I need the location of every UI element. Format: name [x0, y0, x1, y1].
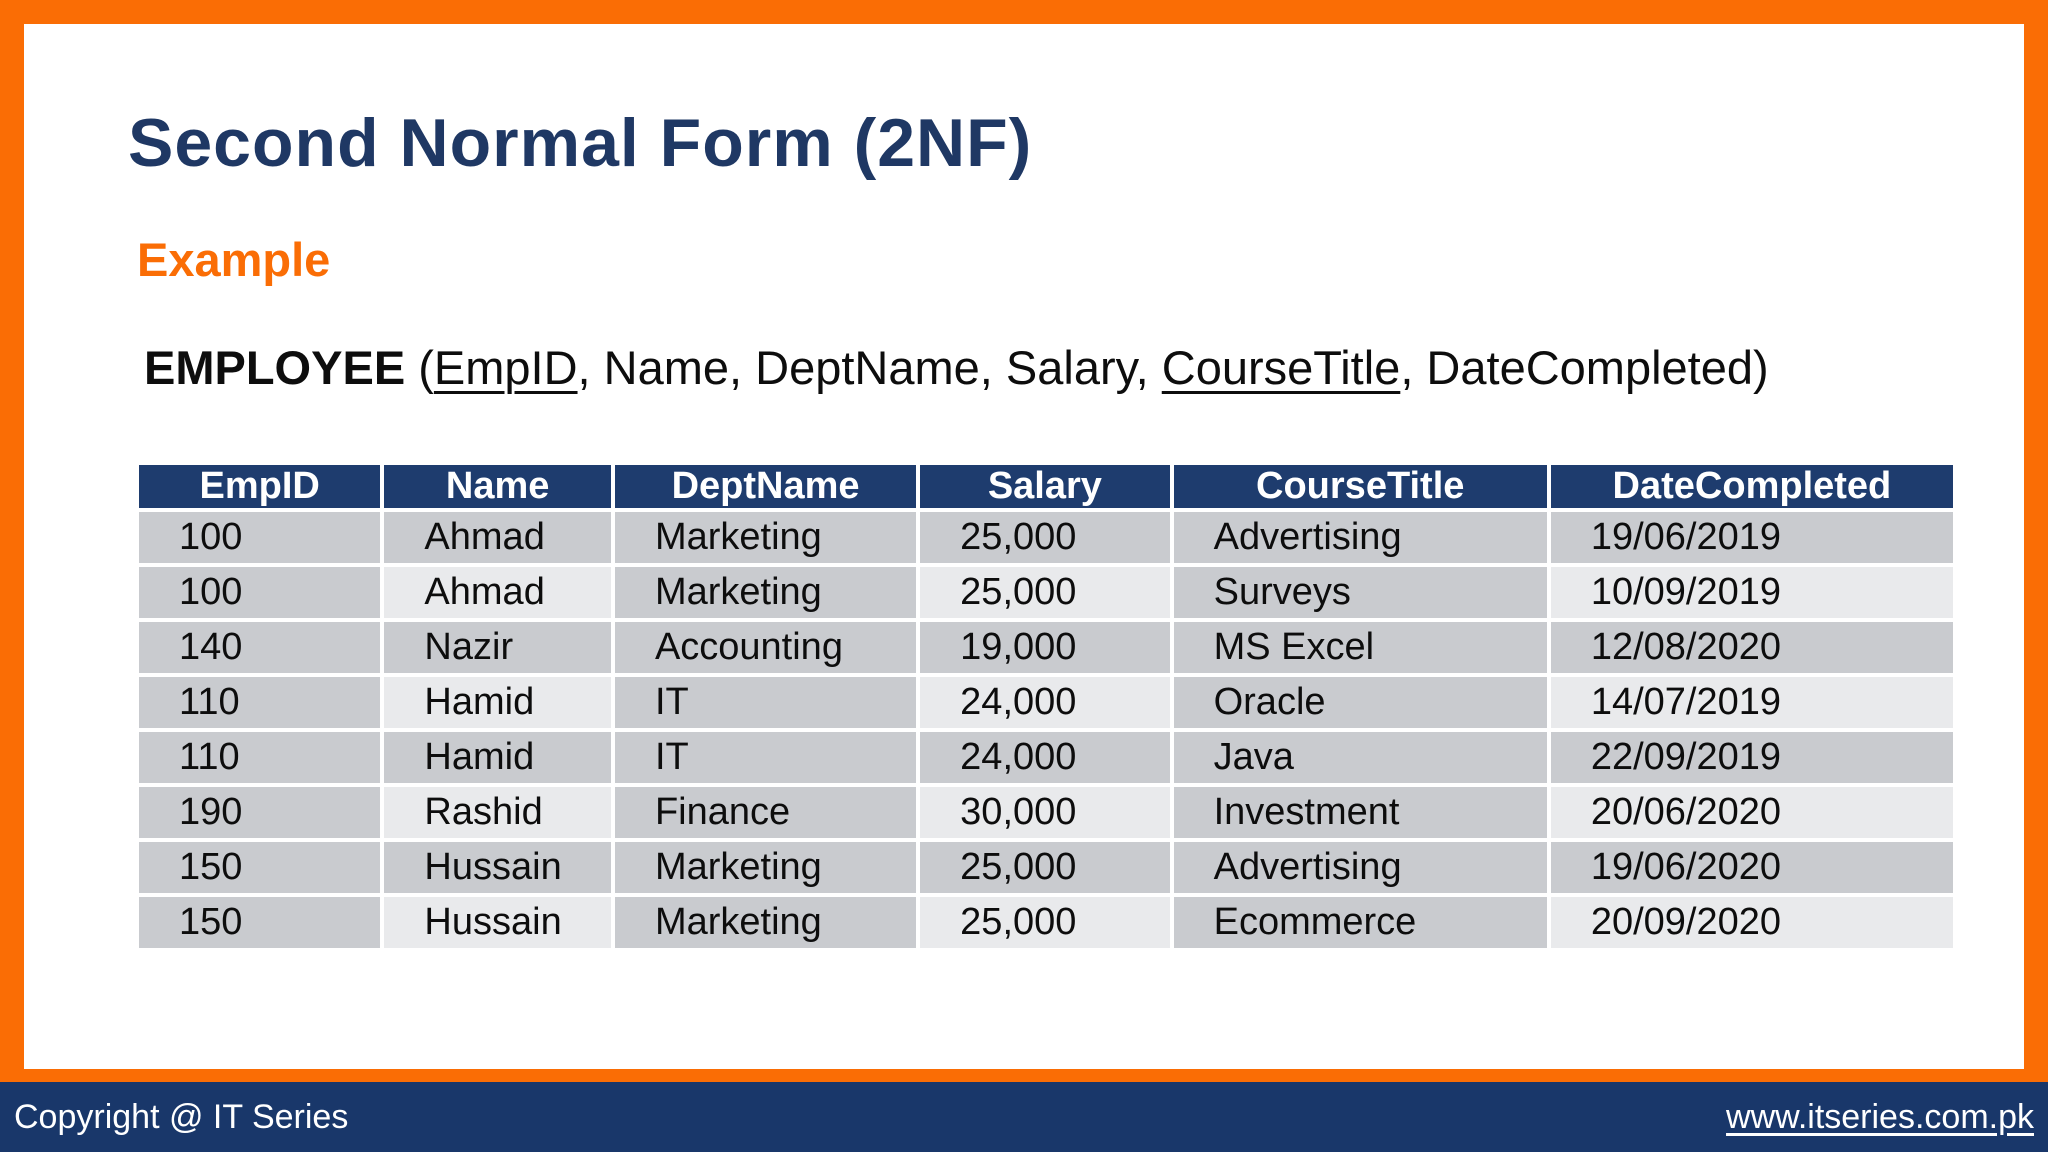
table-cell: 24,000 — [916, 728, 1174, 787]
page-title: Second Normal Form (2NF) — [128, 105, 1033, 181]
website-link[interactable]: www.itseries.com.pk — [1726, 1097, 2034, 1136]
table-cell: Hussain — [380, 838, 615, 897]
table-cell: 24,000 — [916, 673, 1174, 732]
table-cell: Finance — [610, 783, 921, 842]
table-cell: 110 — [134, 728, 385, 787]
relation-text: ( — [405, 341, 434, 394]
table-row: 150 Hussain Marketing 25,000 Ecommerce 20/09/… — [134, 893, 1958, 952]
table-cell: Hamid — [380, 728, 615, 787]
table-cell: 20/09/2020 — [1546, 893, 1958, 952]
table-cell: Hamid — [380, 673, 615, 732]
column-header: Name — [380, 461, 615, 512]
table-cell: Ahmad — [380, 508, 615, 567]
table-cell: 14/07/2019 — [1546, 673, 1958, 732]
table-cell: Marketing — [610, 838, 921, 897]
table-cell: 150 — [134, 838, 385, 897]
table-cell: 110 — [134, 673, 385, 732]
table-cell: 30,000 — [916, 783, 1174, 842]
key-attribute: CourseTitle — [1161, 341, 1401, 394]
key-attribute: EmpID — [433, 341, 578, 394]
table-row: 100 Ahmad Marketing 25,000 Surveys 10/09/2019 — [134, 563, 1958, 622]
column-header: DeptName — [610, 461, 921, 512]
column-header: EmpID — [134, 461, 385, 512]
table-cell: Advertising — [1169, 508, 1551, 567]
table-row: 150 Hussain Marketing 25,000 Advertising 19/0… — [134, 838, 1958, 897]
footer-bar: Copyright @ IT Series www.itseries.com.p… — [0, 1082, 2048, 1152]
table-row: 110 Hamid IT 24,000 Java 22/09/2019 — [134, 728, 1958, 787]
example-label: Example — [137, 233, 331, 286]
table-cell: Ahmad — [380, 563, 615, 622]
table-row: 100 Ahmad Marketing 25,000 Advertising 19/06/… — [134, 508, 1958, 567]
column-header: DateCompleted — [1546, 461, 1958, 512]
copyright-text: Copyright @ IT Series — [14, 1097, 349, 1136]
table-cell: 20/06/2020 — [1546, 783, 1958, 842]
table-cell: Investment — [1169, 783, 1551, 842]
table-cell: IT — [610, 673, 921, 732]
table-cell: Marketing — [610, 893, 921, 952]
table-cell: Nazir — [380, 618, 615, 677]
table-cell: Rashid — [380, 783, 615, 842]
table-cell: 25,000 — [916, 508, 1174, 567]
relation-text: , DateCompleted) — [1400, 341, 1769, 394]
table-cell: 19,000 — [916, 618, 1174, 677]
table-row: 140 Nazir Accounting 19,000 MS Excel 12/08/20… — [134, 618, 1958, 677]
table-cell: 25,000 — [916, 563, 1174, 622]
table-cell: 190 — [134, 783, 385, 842]
table-header-row: EmpID Name DeptName Salary CourseTitle DateCo… — [134, 461, 1958, 512]
table-cell: Marketing — [610, 563, 921, 622]
table-cell: Hussain — [380, 893, 615, 952]
table-cell: 25,000 — [916, 838, 1174, 897]
table-cell: 100 — [134, 508, 385, 567]
table-cell: Ecommerce — [1169, 893, 1551, 952]
table-cell: Oracle — [1169, 673, 1551, 732]
table-cell: IT — [610, 728, 921, 787]
table-cell: 25,000 — [916, 893, 1174, 952]
table-row: 110 Hamid IT 24,000 Oracle 14/07/2019 — [134, 673, 1958, 732]
relation-definition: EMPLOYEE (EmpID, Name, DeptName, Salary,… — [144, 340, 1769, 395]
employee-table: EmpID Name DeptName Salary CourseTitle DateCo… — [134, 461, 1958, 952]
table-cell: 22/09/2019 — [1546, 728, 1958, 787]
table-cell: Accounting — [610, 618, 921, 677]
slide-content-area: Second Normal Form (2NF) Example EMPLOYE… — [24, 24, 2024, 1069]
table-cell: Marketing — [610, 508, 921, 567]
table-cell: MS Excel — [1169, 618, 1551, 677]
table-cell: Java — [1169, 728, 1551, 787]
table-cell: 19/06/2019 — [1546, 508, 1958, 567]
table-cell: 19/06/2020 — [1546, 838, 1958, 897]
table-cell: 100 — [134, 563, 385, 622]
column-header: CourseTitle — [1169, 461, 1551, 512]
relation-text: , Name, DeptName, Salary, — [577, 341, 1162, 394]
table-cell: Advertising — [1169, 838, 1551, 897]
table-row: 190 Rashid Finance 30,000 Investment 20/06/20… — [134, 783, 1958, 842]
table-cell: Surveys — [1169, 563, 1551, 622]
table-cell: 150 — [134, 893, 385, 952]
table-cell: 12/08/2020 — [1546, 618, 1958, 677]
column-header: Salary — [916, 461, 1174, 512]
relation-text: EMPLOYEE — [144, 341, 406, 394]
table-cell: 140 — [134, 618, 385, 677]
table-cell: 10/09/2019 — [1546, 563, 1958, 622]
